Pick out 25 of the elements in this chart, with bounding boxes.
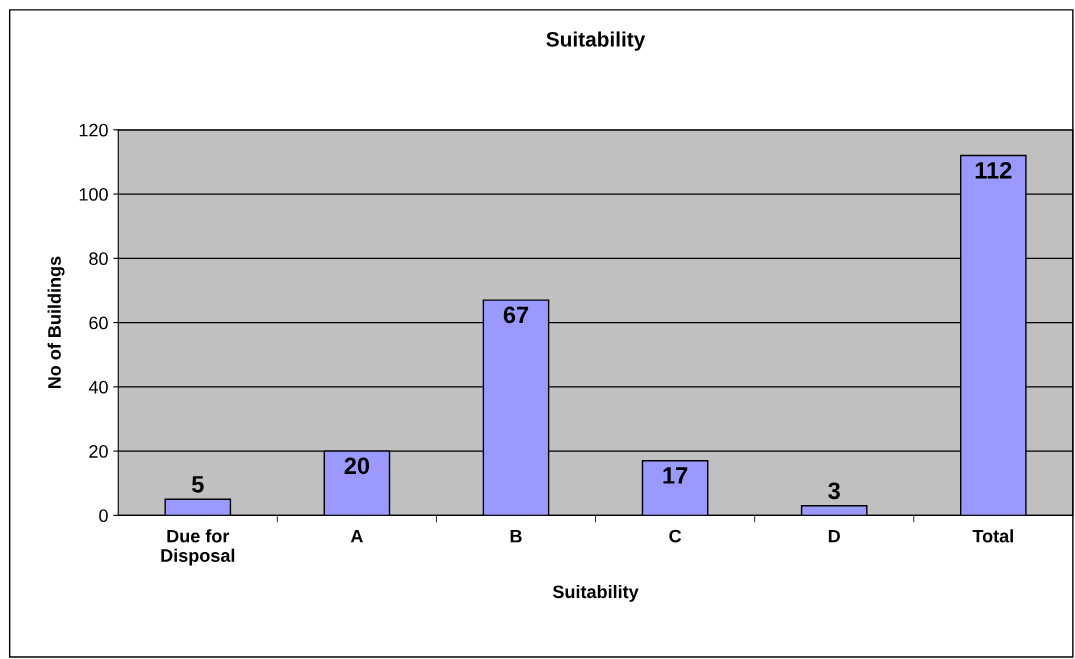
x-tick-label: Total bbox=[972, 529, 1013, 543]
y-axis-title: No of Buildings bbox=[47, 256, 65, 389]
x-axis-title: Suitability bbox=[552, 584, 639, 602]
data-label: 5 bbox=[191, 476, 204, 493]
x-tick-label: Due for Disposal bbox=[161, 529, 235, 566]
y-tick-label: 100 bbox=[79, 188, 108, 201]
y-tick-label: 60 bbox=[89, 316, 108, 330]
data-label: 20 bbox=[344, 457, 370, 475]
y-tick-label: 120 bbox=[79, 123, 108, 137]
data-label: 17 bbox=[663, 467, 688, 484]
x-tick-label: B bbox=[510, 529, 522, 543]
chart-title: Suitability bbox=[546, 31, 646, 51]
bar bbox=[641, 460, 709, 516]
y-tick-label: 0 bbox=[99, 509, 108, 523]
x-tick-label: D bbox=[828, 529, 840, 543]
data-label: 112 bbox=[975, 161, 1012, 179]
y-tick-label: 20 bbox=[89, 445, 108, 458]
bar bbox=[164, 498, 232, 516]
y-tick-label: 40 bbox=[88, 380, 108, 394]
data-label: 3 bbox=[828, 482, 840, 500]
bar bbox=[800, 505, 868, 516]
x-tick-label: C bbox=[669, 529, 682, 543]
data-label: 67 bbox=[503, 306, 529, 324]
y-tick-label: 80 bbox=[89, 252, 108, 266]
x-tick-label: A bbox=[350, 529, 363, 543]
